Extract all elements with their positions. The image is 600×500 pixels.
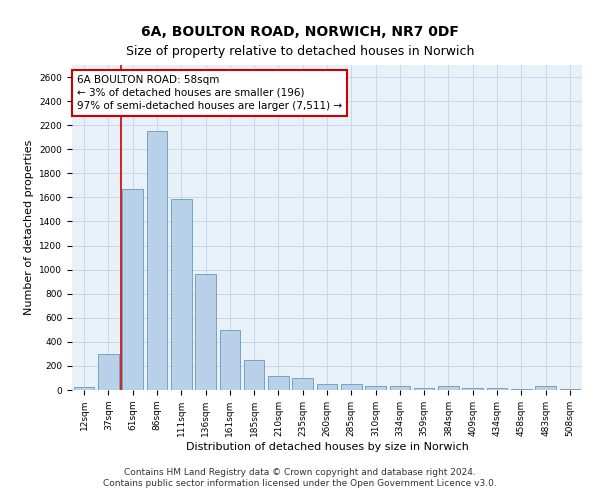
Text: Size of property relative to detached houses in Norwich: Size of property relative to detached ho…	[126, 45, 474, 58]
Bar	[463, 388, 483, 390]
Bar	[438, 386, 459, 390]
Bar	[414, 388, 434, 390]
Bar	[292, 378, 313, 390]
Bar	[244, 360, 265, 390]
Text: 6A, BOULTON ROAD, NORWICH, NR7 0DF: 6A, BOULTON ROAD, NORWICH, NR7 0DF	[141, 25, 459, 39]
X-axis label: Distribution of detached houses by size in Norwich: Distribution of detached houses by size …	[185, 442, 469, 452]
Bar	[487, 388, 508, 390]
Bar	[317, 384, 337, 390]
Bar	[535, 386, 556, 390]
Bar	[389, 386, 410, 390]
Text: Contains HM Land Registry data © Crown copyright and database right 2024.
Contai: Contains HM Land Registry data © Crown c…	[103, 468, 497, 487]
Bar	[122, 189, 143, 390]
Bar	[220, 330, 240, 390]
Bar	[365, 386, 386, 390]
Bar	[341, 384, 362, 390]
Bar	[146, 131, 167, 390]
Text: 6A BOULTON ROAD: 58sqm
← 3% of detached houses are smaller (196)
97% of semi-det: 6A BOULTON ROAD: 58sqm ← 3% of detached …	[77, 74, 342, 111]
Bar	[195, 274, 216, 390]
Bar	[171, 198, 191, 390]
Bar	[74, 387, 94, 390]
Bar	[98, 354, 119, 390]
Bar	[268, 376, 289, 390]
Y-axis label: Number of detached properties: Number of detached properties	[24, 140, 34, 315]
